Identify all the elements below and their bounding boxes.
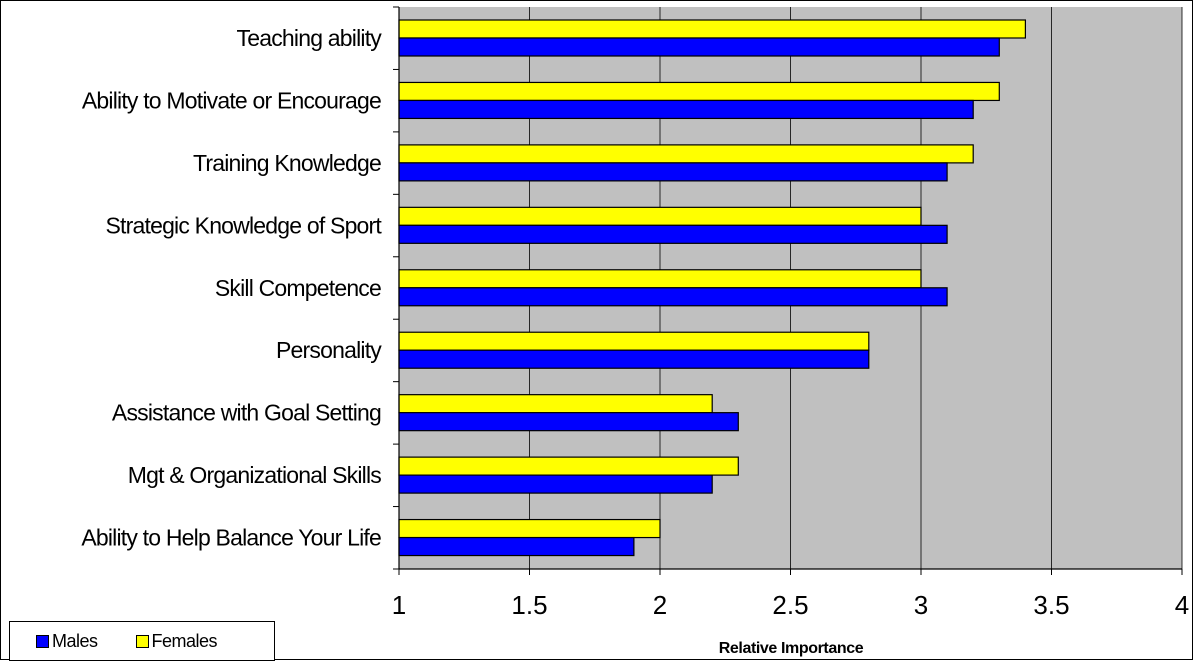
x-tick-labels: 1 1.5 2 2.5 3 3.5 4 [392, 590, 1189, 620]
category-labels: Teaching ability Ability to Motivate or E… [81, 25, 383, 551]
legend-entry-males: Males [36, 631, 98, 652]
bar-females-8 [398, 518, 661, 539]
axes [393, 6, 1183, 575]
bar-females-2 [398, 144, 974, 164]
x-tick-label: 3.5 [1033, 590, 1069, 620]
category-label: Teaching ability [237, 25, 383, 51]
bar-males-8 [398, 536, 635, 557]
category-label: Assistance with Goal Setting [112, 400, 381, 426]
bar-females-6 [398, 394, 713, 414]
bar-males-6 [398, 412, 739, 432]
category-label: Training Knowledge [193, 150, 381, 176]
legend-swatch-females [135, 634, 149, 648]
bar-males-0 [398, 37, 1000, 57]
x-tick-label: 3 [914, 590, 928, 620]
category-label: Mgt & Organizational Skills [128, 462, 382, 488]
x-tick-label: 4 [1175, 590, 1189, 620]
category-label: Ability to Motivate or Encourage [82, 87, 381, 113]
bar-males-5 [398, 349, 870, 369]
bar-females-7 [398, 456, 739, 476]
bar-males-1 [398, 99, 974, 120]
category-label: Strategic Knowledge of Sport [106, 212, 383, 238]
legend: Males Females [9, 621, 275, 661]
bar-males-2 [398, 162, 948, 182]
bar-males-3 [398, 224, 948, 244]
category-label: Personality [276, 337, 382, 363]
x-tick-label: 2 [653, 590, 667, 620]
legend-label-males: Males [52, 630, 98, 651]
x-axis-title: Relative Importance [719, 640, 864, 657]
category-label: Skill Competence [215, 275, 381, 301]
legend-swatch-males [36, 634, 49, 648]
bar-males-7 [398, 474, 713, 494]
bar-females-5 [398, 331, 870, 351]
x-tick-label: 2.5 [772, 590, 808, 620]
x-tick-label: 1.5 [511, 590, 547, 620]
bars [398, 19, 1027, 557]
bar-females-1 [398, 81, 1000, 102]
legend-entry-females: Females [135, 630, 218, 652]
bar-males-4 [398, 287, 948, 307]
x-tick-label: 1 [392, 590, 406, 620]
category-label: Ability to Help Balance Your Life [81, 525, 381, 551]
bar-females-0 [398, 19, 1027, 39]
bar-females-3 [398, 206, 922, 226]
bar-females-4 [398, 269, 922, 289]
legend-label-females: Females [151, 630, 218, 651]
